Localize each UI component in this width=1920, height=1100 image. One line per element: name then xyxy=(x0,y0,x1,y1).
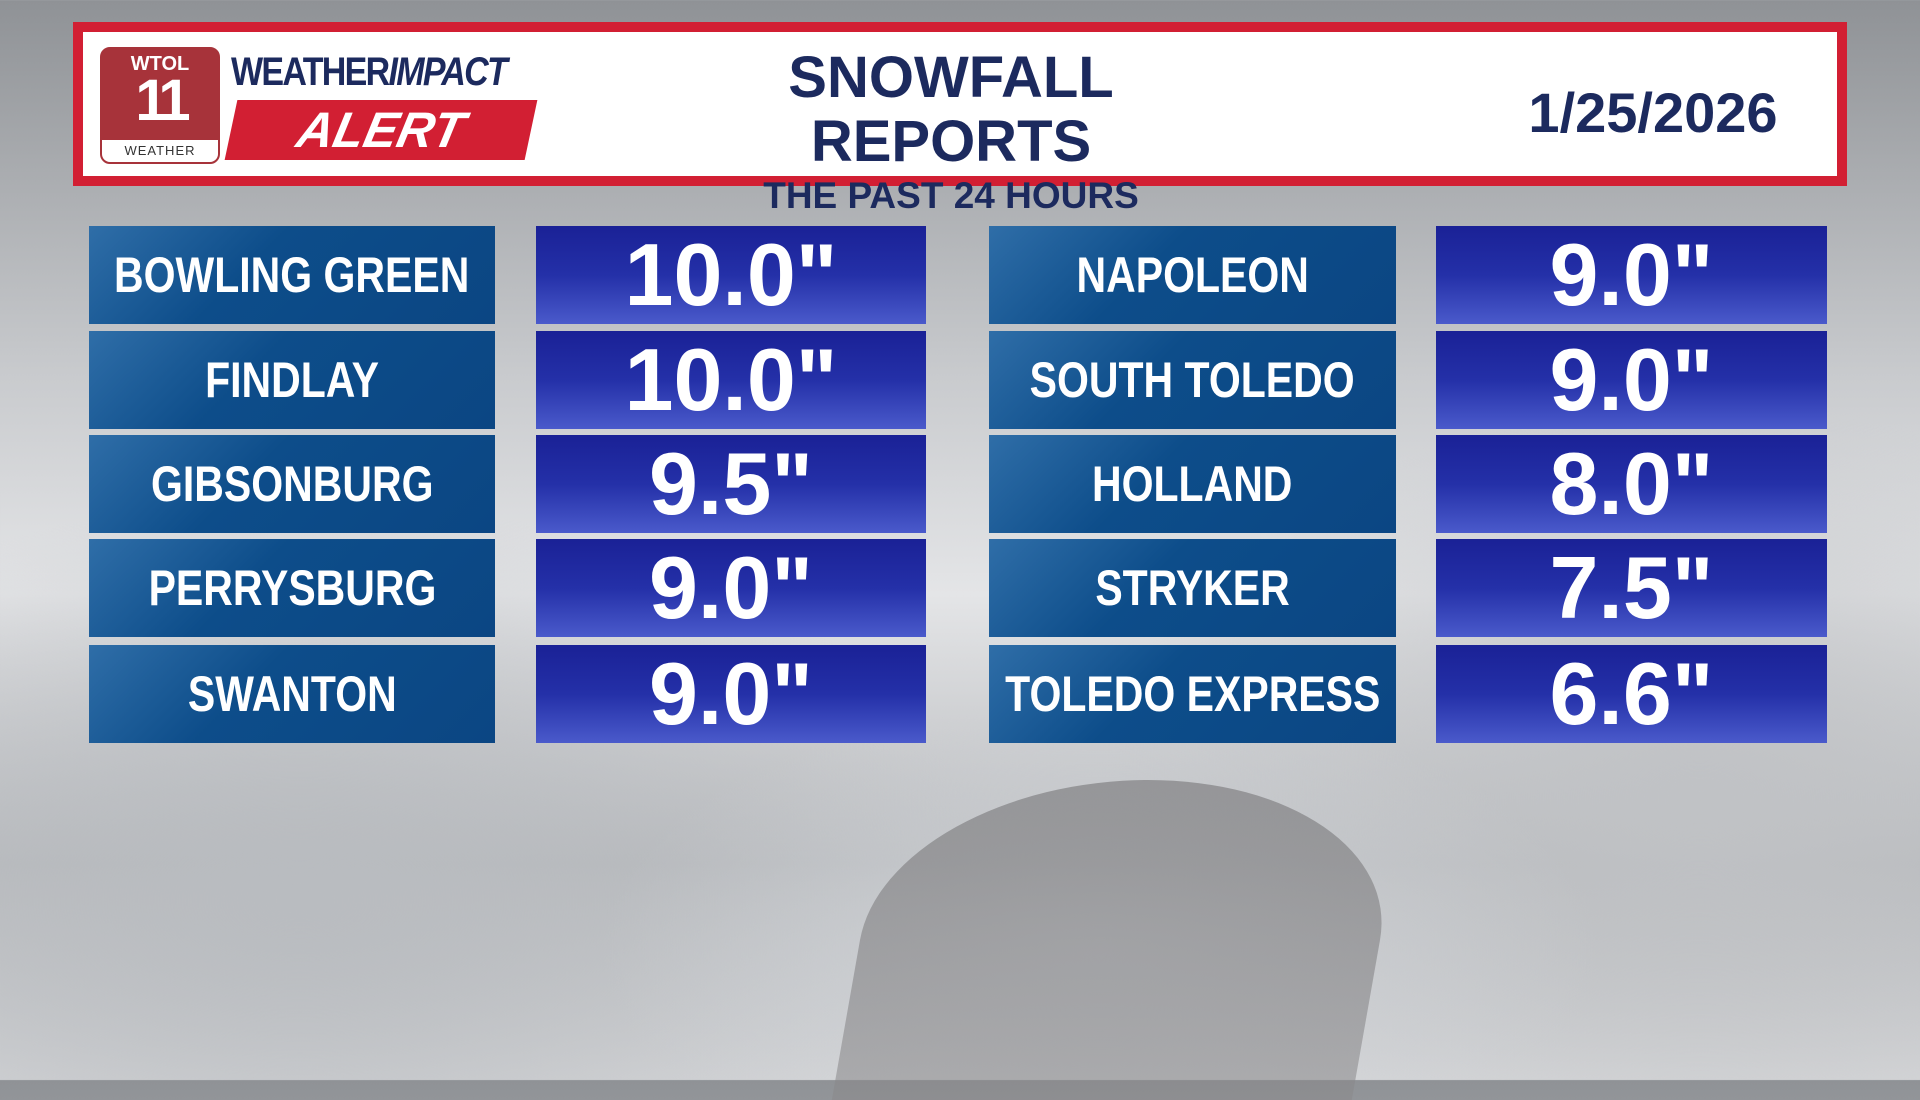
location-label: SWANTON xyxy=(187,666,397,722)
location-name: PERRYSBURG xyxy=(89,539,495,637)
location-name: NAPOLEON xyxy=(989,226,1396,324)
location-label: HOLLAND xyxy=(1092,456,1293,512)
location-label: TOLEDO EXPRESS xyxy=(1004,666,1381,722)
brand-weather: WEATHER xyxy=(231,50,390,94)
location-label: SOUTH TOLEDO xyxy=(1029,352,1355,408)
location-label: FINDLAY xyxy=(205,352,379,408)
snowfall-amount: 9.0" xyxy=(536,539,926,637)
logo-channel: 11 xyxy=(135,68,190,133)
title-block: SNOWFALL REPORTS THE PAST 24 HOURS xyxy=(651,46,1251,218)
location-label: NAPOLEON xyxy=(1076,247,1309,303)
location-name: STRYKER xyxy=(989,539,1396,637)
logo-sub: WEATHER xyxy=(102,140,218,162)
location-name: BOWLING GREEN xyxy=(89,226,495,324)
location-label: STRYKER xyxy=(1095,560,1290,616)
location-name: GIBSONBURG xyxy=(89,435,495,533)
snowfall-amount: 7.5" xyxy=(1436,539,1827,637)
snowfall-amount: 9.5" xyxy=(536,435,926,533)
location-label: BOWLING GREEN xyxy=(114,247,470,303)
snowfall-amount: 9.0" xyxy=(1436,331,1827,429)
location-name: HOLLAND xyxy=(989,435,1396,533)
alert-badge: ALERT xyxy=(224,100,538,160)
location-label: PERRYSBURG xyxy=(148,560,436,616)
snowfall-amount: 6.6" xyxy=(1436,645,1827,743)
location-name: TOLEDO EXPRESS xyxy=(989,645,1396,743)
location-name: FINDLAY xyxy=(89,331,495,429)
report-date: 1/25/2026 xyxy=(1528,81,1778,144)
page-title: SNOWFALL REPORTS xyxy=(788,45,1114,174)
snowy-road-background xyxy=(831,780,1409,1100)
snowfall-amount: 10.0" xyxy=(536,331,926,429)
location-label: GIBSONBURG xyxy=(150,456,434,512)
snowfall-amount: 9.0" xyxy=(1436,226,1827,324)
snowfall-amount: 8.0" xyxy=(1436,435,1827,533)
weather-impact-logo: WEATHERIMPACT xyxy=(231,50,508,95)
location-name: SWANTON xyxy=(89,645,495,743)
snowfall-amount: 10.0" xyxy=(536,226,926,324)
alert-label: ALERT xyxy=(292,102,470,158)
wtol-11-logo: WTOL 11 WEATHER xyxy=(100,47,220,164)
brand-impact: IMPACT xyxy=(388,50,507,94)
snowfall-amount: 9.0" xyxy=(536,645,926,743)
logo-station: WTOL xyxy=(130,53,190,75)
page-subtitle: THE PAST 24 HOURS xyxy=(763,175,1139,216)
header-banner: WTOL 11 WEATHER WEATHERIMPACT ALERT SNOW… xyxy=(73,22,1847,216)
location-name: SOUTH TOLEDO xyxy=(989,331,1396,429)
